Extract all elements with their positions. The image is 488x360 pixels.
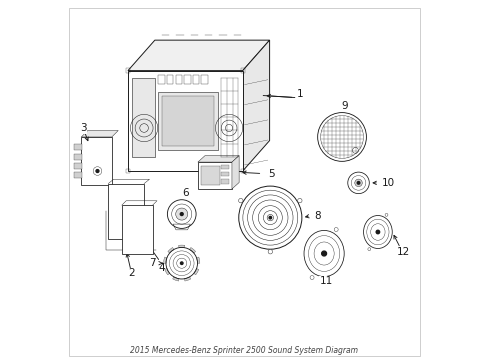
Circle shape [384, 213, 387, 216]
Wedge shape [172, 277, 179, 281]
Text: 7: 7 [149, 258, 155, 268]
Bar [221, 165, 228, 169]
Circle shape [367, 248, 370, 251]
Text: 2: 2 [128, 268, 135, 278]
Bar [175, 75, 182, 84]
Polygon shape [242, 40, 269, 171]
Text: 3: 3 [80, 123, 86, 133]
Circle shape [333, 228, 338, 231]
Text: 1: 1 [296, 89, 303, 99]
Polygon shape [231, 156, 239, 189]
Circle shape [175, 208, 187, 220]
Bar [221, 172, 228, 176]
Bar [158, 75, 164, 84]
Bar [81, 137, 112, 185]
Bar [74, 172, 82, 178]
Circle shape [238, 198, 243, 203]
Circle shape [309, 275, 313, 279]
Wedge shape [189, 247, 195, 253]
Text: 4: 4 [159, 263, 165, 273]
Bar [184, 75, 190, 84]
Circle shape [354, 179, 362, 186]
Bar [108, 184, 144, 239]
Text: 11: 11 [319, 276, 332, 286]
Bar [240, 68, 244, 73]
Text: 5: 5 [267, 168, 274, 179]
Wedge shape [167, 247, 174, 253]
Bar [128, 71, 242, 171]
Circle shape [268, 216, 271, 219]
Bar [74, 144, 82, 150]
Bar [201, 75, 207, 84]
Polygon shape [128, 40, 269, 71]
Circle shape [179, 212, 183, 216]
Text: 6: 6 [182, 188, 188, 198]
Text: 2015 Mercedes-Benz Sprinter 2500 Sound System Diagram: 2015 Mercedes-Benz Sprinter 2500 Sound S… [130, 346, 358, 355]
Circle shape [357, 181, 359, 184]
Polygon shape [198, 156, 239, 162]
Circle shape [267, 249, 272, 254]
Bar [158, 92, 217, 149]
Wedge shape [196, 257, 200, 263]
Text: 10: 10 [381, 178, 394, 188]
Bar [125, 169, 130, 173]
Circle shape [297, 198, 302, 203]
Bar [201, 166, 220, 185]
Bar [221, 179, 228, 184]
Text: 9: 9 [340, 101, 347, 111]
Circle shape [96, 170, 99, 172]
Bar [192, 75, 199, 84]
Text: 12: 12 [396, 247, 409, 257]
Polygon shape [81, 131, 118, 137]
Bar [125, 68, 130, 73]
Bar [167, 75, 173, 84]
Bar [74, 154, 82, 159]
Bar [122, 205, 152, 253]
Bar [162, 96, 214, 146]
Circle shape [321, 251, 326, 256]
Wedge shape [184, 277, 190, 281]
Bar [198, 162, 231, 189]
Wedge shape [193, 269, 199, 275]
Bar [240, 169, 244, 173]
Circle shape [180, 262, 183, 265]
Circle shape [375, 230, 379, 234]
Wedge shape [178, 245, 184, 248]
Wedge shape [163, 257, 167, 263]
Bar [74, 163, 82, 169]
Text: 8: 8 [314, 211, 321, 221]
Wedge shape [164, 269, 169, 275]
Bar [131, 78, 155, 157]
